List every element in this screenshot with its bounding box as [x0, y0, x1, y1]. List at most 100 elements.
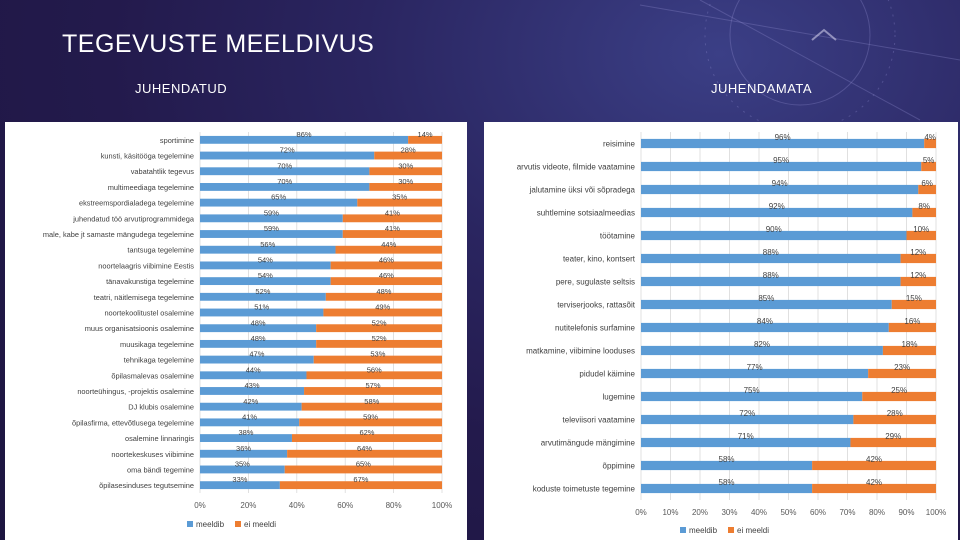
bar-meeldib — [200, 198, 358, 207]
bar-ei-meeldi — [284, 465, 442, 474]
category-label: õpilasmalevas osalemine — [111, 371, 194, 380]
category-label: noorteühingus, -projektis osalemine — [77, 387, 194, 396]
data-label-ei-meeldi: 29% — [885, 432, 901, 441]
data-label-ei-meeldi: 65% — [356, 460, 371, 469]
data-label-meeldib: 88% — [763, 271, 779, 280]
category-label: ekstreemspordialadega tegelemine — [79, 199, 194, 208]
category-label: tantsuga tegelemine — [127, 246, 194, 255]
x-tick-label: 60% — [810, 508, 826, 517]
x-tick-label: 100% — [432, 501, 452, 510]
right-chart-subtitle: JUHENDAMATA — [711, 81, 813, 96]
category-label: tehnikaga tegelemine — [124, 356, 194, 365]
legend-label-meeldib: meeldib — [196, 520, 225, 529]
category-label: nutitelefonis surfamine — [555, 324, 636, 333]
bar-meeldib — [200, 481, 280, 490]
category-label: kunsti, käsitööga tegelemine — [101, 152, 194, 161]
category-label: noortekeskuses viibimine — [111, 450, 194, 459]
category-label: lugemine — [603, 393, 636, 402]
bar-ei-meeldi — [900, 276, 936, 287]
bar-ei-meeldi — [891, 299, 936, 310]
category-label: teater, kino, kontsert — [563, 255, 636, 264]
data-label-meeldib: 33% — [232, 475, 247, 484]
bar-ei-meeldi — [335, 245, 442, 254]
bar-ei-meeldi — [812, 483, 936, 494]
data-label-meeldib: 48% — [251, 318, 266, 327]
bar-meeldib — [641, 230, 907, 241]
data-label-meeldib: 35% — [235, 460, 250, 469]
bar-ei-meeldi — [369, 167, 442, 176]
bar-meeldib — [200, 308, 324, 317]
category-label: DJ klubis osalemine — [128, 403, 194, 412]
bar-ei-meeldi — [287, 449, 442, 458]
data-label-ei-meeldi: 6% — [921, 179, 933, 188]
category-label: pere, sugulaste seltsis — [556, 278, 635, 287]
data-label-meeldib: 75% — [744, 386, 760, 395]
data-label-ei-meeldi: 42% — [866, 478, 882, 487]
data-label-meeldib: 54% — [258, 271, 273, 280]
data-label-ei-meeldi: 46% — [379, 255, 394, 264]
bar-ei-meeldi — [853, 414, 936, 425]
bar-ei-meeldi — [316, 339, 442, 348]
bar-meeldib — [200, 371, 307, 380]
category-label: suhtlemine sotsiaalmeedias — [537, 209, 635, 218]
x-tick-label: 30% — [721, 508, 737, 517]
x-tick-label: 60% — [337, 501, 353, 510]
bar-ei-meeldi — [330, 277, 442, 286]
category-label: oma bändi tegemine — [127, 465, 194, 474]
data-label-meeldib: 71% — [738, 432, 754, 441]
bar-meeldib — [200, 402, 302, 411]
bar-ei-meeldi — [906, 230, 936, 241]
category-label: muusikaga tegelemine — [120, 340, 194, 349]
bar-ei-meeldi — [408, 135, 442, 144]
bar-ei-meeldi — [374, 151, 442, 160]
data-label-meeldib: 65% — [271, 193, 286, 202]
data-label-meeldib: 70% — [277, 177, 292, 186]
data-label-meeldib: 59% — [264, 224, 279, 233]
bar-meeldib — [641, 368, 869, 379]
legend-swatch-ei-meeldi — [235, 521, 241, 527]
bar-meeldib — [200, 324, 317, 333]
bar-ei-meeldi — [918, 184, 936, 195]
data-label-ei-meeldi: 48% — [376, 287, 391, 296]
bar-meeldib — [641, 184, 919, 195]
data-label-ei-meeldi: 14% — [418, 130, 433, 139]
legend-label-meeldib: meeldib — [689, 526, 718, 535]
category-label: male, kabe jt samaste mängudega tegelemi… — [43, 230, 194, 239]
bar-ei-meeldi — [304, 387, 442, 395]
bar-ei-meeldi — [291, 434, 442, 442]
x-tick-label: 0% — [194, 501, 206, 510]
bar-ei-meeldi — [369, 183, 442, 191]
x-tick-label: 0% — [635, 508, 647, 517]
data-label-ei-meeldi: 12% — [910, 271, 926, 280]
category-label: terviserjooks, rattasõit — [557, 301, 636, 310]
data-label-meeldib: 51% — [254, 303, 269, 312]
legend-label-ei-meeldi: ei meeldi — [737, 526, 769, 535]
category-label: noortekoolitustel osalemine — [104, 309, 194, 318]
x-tick-label: 100% — [926, 508, 946, 517]
bar-ei-meeldi — [862, 391, 936, 402]
category-label: töötamine — [600, 232, 636, 241]
data-label-meeldib: 48% — [251, 334, 266, 343]
bar-ei-meeldi — [912, 207, 936, 218]
slide-title: TEGEVUSTE MEELDIVUS — [62, 30, 375, 58]
data-label-meeldib: 94% — [772, 179, 788, 188]
data-label-meeldib: 43% — [245, 381, 260, 390]
data-label-ei-meeldi: 53% — [370, 350, 385, 359]
data-label-ei-meeldi: 12% — [910, 248, 926, 257]
category-label: tänavakunstiga tegelemine — [106, 277, 194, 286]
category-label: teatri, näitlemisega tegelemine — [94, 293, 194, 302]
data-label-meeldib: 58% — [719, 478, 735, 487]
x-tick-label: 50% — [780, 508, 796, 517]
bar-ei-meeldi — [900, 253, 936, 264]
bar-meeldib — [641, 345, 883, 356]
data-label-ei-meeldi: 56% — [367, 365, 382, 374]
bar-meeldib — [200, 355, 314, 364]
data-label-meeldib: 88% — [763, 248, 779, 257]
data-label-ei-meeldi: 62% — [359, 428, 374, 437]
bar-ei-meeldi — [316, 324, 442, 333]
bar-meeldib — [200, 230, 343, 238]
bar-ei-meeldi — [812, 460, 936, 471]
data-label-meeldib: 85% — [758, 294, 774, 303]
bar-meeldib — [641, 253, 901, 264]
category-label: pidudel käimine — [579, 370, 635, 379]
